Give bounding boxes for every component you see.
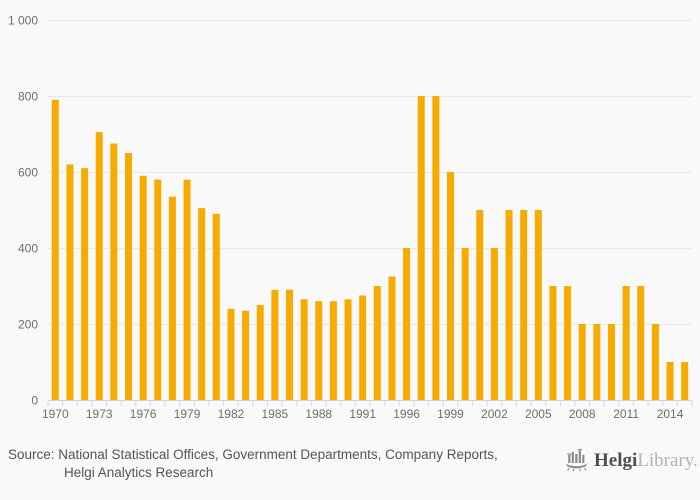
x-axis-label: 2005 xyxy=(525,407,552,421)
logo-text-library: Library. xyxy=(637,449,698,471)
x-axis-label: 1985 xyxy=(262,407,289,421)
bar-1975[interactable] xyxy=(125,153,132,400)
bar-1999[interactable] xyxy=(447,172,454,400)
x-axis-label: 1976 xyxy=(130,407,157,421)
bar-2010[interactable] xyxy=(608,324,615,400)
source-line2: Helgi Analytics Research xyxy=(64,464,214,480)
y-axis-label: 200 xyxy=(18,318,38,332)
y-axis-label: 1 000 xyxy=(8,14,38,28)
bar-2004[interactable] xyxy=(520,210,528,400)
source-line1: Source: National Statistical Offices, Go… xyxy=(8,447,498,462)
helgi-library-logo[interactable]: HelgiLibrary. xyxy=(565,449,698,472)
bar-2000[interactable] xyxy=(461,248,469,400)
bar-chart: 0 200 400 600 800 1 000 1970 1973 1976 1979 1982 19… xyxy=(8,14,693,421)
x-axis-label: 1991 xyxy=(349,407,376,421)
x-axis-label: 1999 xyxy=(437,407,464,421)
x-axis-label: 2014 xyxy=(657,407,684,421)
bar-2007[interactable] xyxy=(564,286,572,400)
x-axis-label: 1973 xyxy=(86,407,113,421)
bar-2009[interactable] xyxy=(593,324,601,400)
bar-2014[interactable] xyxy=(666,362,674,400)
bar-1988[interactable] xyxy=(315,301,323,400)
bar-1977[interactable] xyxy=(154,179,162,400)
bar-2011[interactable] xyxy=(622,286,630,400)
bar-1970[interactable] xyxy=(51,99,59,401)
bar-1990[interactable] xyxy=(344,299,352,400)
x-axis-label: 1996 xyxy=(393,407,420,421)
bar-2013[interactable] xyxy=(651,324,659,400)
bar-1972[interactable] xyxy=(81,168,89,400)
bar-1984[interactable] xyxy=(256,305,264,400)
bar-1989[interactable] xyxy=(329,301,337,400)
bar-1976[interactable] xyxy=(139,175,147,400)
drakkar-ship-icon xyxy=(565,449,588,472)
x-axis-label: 2008 xyxy=(569,407,596,421)
x-axis-label: 2002 xyxy=(481,407,508,421)
bar-1983[interactable] xyxy=(242,310,250,400)
bar-1981[interactable] xyxy=(212,213,220,400)
x-axis-label: 2011 xyxy=(613,407,639,421)
x-axis-label: 1982 xyxy=(218,407,245,421)
bar-2012[interactable] xyxy=(637,286,645,400)
y-axis-label: 600 xyxy=(18,166,38,180)
bar-2003[interactable] xyxy=(505,210,513,400)
bar-1998[interactable] xyxy=(432,96,440,400)
bar-1995[interactable] xyxy=(388,276,396,401)
bar-1979[interactable] xyxy=(183,179,191,400)
x-axis-label: 1988 xyxy=(305,407,332,421)
bar-1978[interactable] xyxy=(168,196,176,400)
bar-1973[interactable] xyxy=(95,132,103,400)
bar-2015[interactable] xyxy=(681,362,689,400)
y-axis-label: 0 xyxy=(31,394,38,408)
bar-2001[interactable] xyxy=(476,210,484,400)
x-axis-label: 1970 xyxy=(42,407,69,421)
bar-2005[interactable] xyxy=(534,210,542,400)
y-axis-label: 400 xyxy=(18,242,38,256)
bar-1997[interactable] xyxy=(417,96,425,400)
logo-text-helgi: Helgi xyxy=(594,449,638,471)
bar-1980[interactable] xyxy=(198,208,206,400)
bar-1987[interactable] xyxy=(300,299,308,400)
bar-1991[interactable] xyxy=(359,295,367,401)
x-axis-label: 1979 xyxy=(174,407,201,421)
bar-2002[interactable] xyxy=(490,248,498,400)
bar-1992[interactable] xyxy=(373,286,381,400)
bar-1985[interactable] xyxy=(271,289,279,400)
bar-2008[interactable] xyxy=(578,324,586,400)
bar-1982[interactable] xyxy=(227,308,235,400)
y-axis-label: 800 xyxy=(18,90,38,104)
bar-1971[interactable] xyxy=(66,164,74,400)
bar-1986[interactable] xyxy=(286,289,293,400)
source-note: Source: National Statistical Offices, Go… xyxy=(8,446,609,481)
bar-1996[interactable] xyxy=(403,248,411,400)
bar-2006[interactable] xyxy=(549,286,557,400)
logo-text: HelgiLibrary. xyxy=(594,450,698,472)
bar-1974[interactable] xyxy=(110,143,118,401)
